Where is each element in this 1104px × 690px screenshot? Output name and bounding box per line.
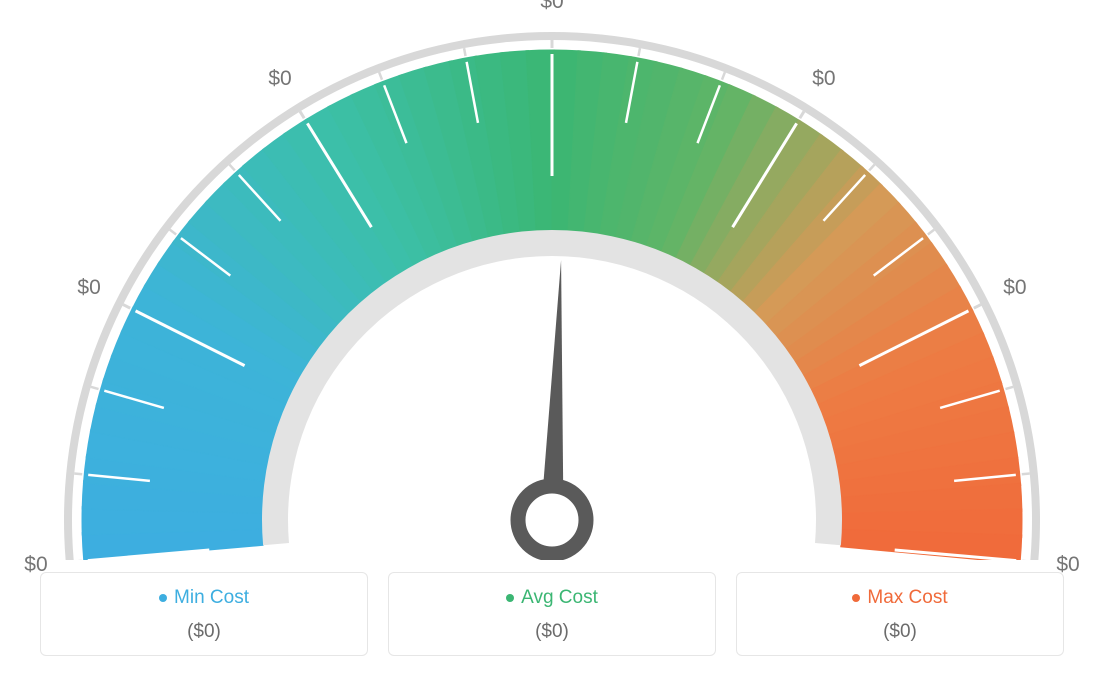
legend-value-max: ($0) <box>747 621 1053 643</box>
legend-label-avg: Avg Cost <box>521 587 598 609</box>
legend-label-max: Max Cost <box>867 587 947 609</box>
legend-card-max: Max Cost ($0) <box>736 572 1064 656</box>
legend-row: Min Cost ($0) Avg Cost ($0) Max Cost ($0… <box>40 572 1064 656</box>
gauge-chart: $0$0$0$0$0$0$0 <box>0 0 1104 560</box>
gauge-tick-label: $0 <box>812 67 835 91</box>
gauge-tick-label: $0 <box>77 276 100 300</box>
legend-title-avg: Avg Cost <box>506 587 598 609</box>
legend-card-min: Min Cost ($0) <box>40 572 368 656</box>
legend-card-avg: Avg Cost ($0) <box>388 572 716 656</box>
legend-dot-min <box>159 594 167 602</box>
gauge-tick-label: $0 <box>1003 276 1026 300</box>
legend-title-max: Max Cost <box>852 587 947 609</box>
legend-label-min: Min Cost <box>174 587 249 609</box>
legend-dot-max <box>852 594 860 602</box>
legend-value-avg: ($0) <box>399 621 705 643</box>
legend-title-min: Min Cost <box>159 587 249 609</box>
gauge-tick-label: $0 <box>540 0 563 14</box>
gauge-tick-label: $0 <box>268 67 291 91</box>
legend-value-min: ($0) <box>51 621 357 643</box>
legend-dot-avg <box>506 594 514 602</box>
gauge-svg <box>0 0 1104 560</box>
